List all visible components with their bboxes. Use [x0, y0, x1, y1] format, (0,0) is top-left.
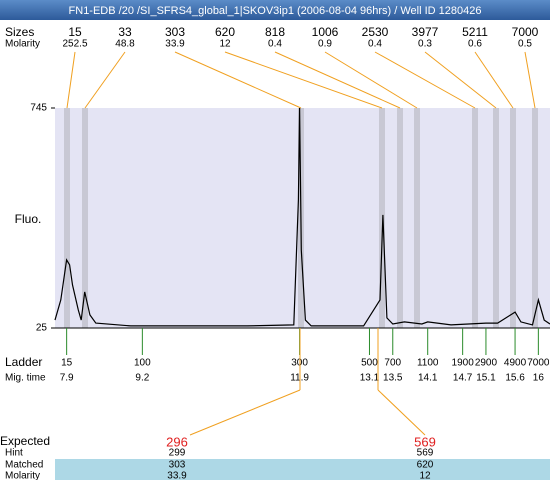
ladder-size: 7000 — [527, 358, 550, 369]
peak-size: 303 — [165, 25, 185, 39]
expected-size: 569 — [414, 434, 436, 449]
matched: 620 — [417, 460, 434, 471]
peak-band — [532, 108, 538, 328]
peak-molarity: 0.5 — [518, 39, 532, 50]
peak-band — [510, 108, 516, 328]
ladder-size: 2900 — [475, 358, 498, 369]
expected-connector — [377, 389, 426, 436]
y-tick-label: 745 — [30, 103, 47, 114]
matched-molarity: 12 — [419, 471, 431, 480]
peak-band — [82, 108, 88, 328]
peak-band — [414, 108, 420, 328]
ladder-size: 4900 — [504, 358, 527, 369]
peak-connector — [524, 51, 536, 109]
peak-molarity: 0.3 — [418, 39, 432, 50]
peak-size: 15 — [68, 25, 82, 39]
mig-time: 13.1 — [360, 373, 380, 384]
mig-time: 9.2 — [135, 373, 149, 384]
ladder-size: 500 — [361, 358, 378, 369]
ladder-size: 100 — [134, 358, 151, 369]
row-label: Mig. time — [5, 373, 46, 384]
trace — [54, 107, 550, 327]
peak-molarity: 0.6 — [468, 39, 482, 50]
ladder-size: 700 — [384, 358, 401, 369]
header-bar — [0, 0, 550, 20]
row-label: Ladder — [5, 355, 42, 369]
y-axis-label: Fluo. — [15, 212, 42, 226]
hint: 569 — [417, 448, 434, 459]
peak-connector — [324, 51, 418, 109]
peak-molarity: 252.5 — [62, 39, 87, 50]
peak-molarity: 0.4 — [368, 39, 382, 50]
mig-time: 15.6 — [505, 373, 525, 384]
matched-band — [55, 459, 550, 480]
peak-band — [493, 108, 499, 328]
peak-band — [472, 108, 478, 328]
peak-size: 818 — [265, 25, 285, 39]
row-label: Expected — [0, 434, 50, 448]
matched-molarity: 33.9 — [167, 471, 187, 480]
mig-time: 15.1 — [476, 373, 496, 384]
peak-band — [397, 108, 403, 328]
row-label: Sizes — [5, 25, 34, 39]
peak-connector — [424, 51, 497, 109]
mig-time: 7.9 — [60, 373, 74, 384]
mig-time: 14.7 — [453, 373, 473, 384]
y-tick-label: 25 — [36, 323, 48, 334]
row-label: Matched — [5, 460, 43, 471]
peak-size: 5211 — [462, 25, 488, 39]
peak-size: 3977 — [412, 25, 439, 39]
peak-connector — [224, 51, 383, 109]
peak-band — [64, 108, 70, 328]
mig-time: 13.5 — [383, 373, 403, 384]
peak-connector — [274, 51, 401, 109]
expected-size: 296 — [166, 434, 188, 449]
peak-connector — [174, 51, 302, 109]
peak-size: 7000 — [512, 25, 539, 39]
peak-molarity: 48.8 — [115, 39, 135, 50]
ladder-size: 1900 — [452, 358, 475, 369]
peak-molarity: 0.4 — [268, 39, 282, 50]
peak-size: 620 — [215, 25, 235, 39]
peak-molarity: 33.9 — [165, 39, 185, 50]
peak-molarity: 12 — [219, 39, 231, 50]
expected-connector — [189, 389, 301, 436]
peak-size: 33 — [118, 25, 132, 39]
matched: 303 — [169, 460, 186, 471]
peak-connector — [374, 51, 476, 109]
mig-time: 14.1 — [418, 373, 438, 384]
peak-connector — [66, 51, 76, 109]
ladder-size: 15 — [61, 358, 73, 369]
mig-time: 16 — [533, 373, 545, 384]
peak-connector — [474, 51, 514, 109]
hint: 299 — [169, 448, 186, 459]
peak-connector — [84, 51, 126, 109]
peak-size: 2530 — [362, 25, 389, 39]
ladder-size: 1100 — [417, 358, 439, 369]
peak-molarity: 0.9 — [318, 39, 332, 50]
row-label: Molarity — [5, 471, 40, 480]
row-label: Hint — [5, 448, 23, 459]
peak-band — [379, 108, 385, 328]
header-title: FN1-EDB /20 /SI_SFRS4_global_1|SKOV3ip1 … — [69, 5, 482, 17]
peak-size: 1006 — [312, 25, 339, 39]
row-label: Molarity — [5, 39, 40, 50]
